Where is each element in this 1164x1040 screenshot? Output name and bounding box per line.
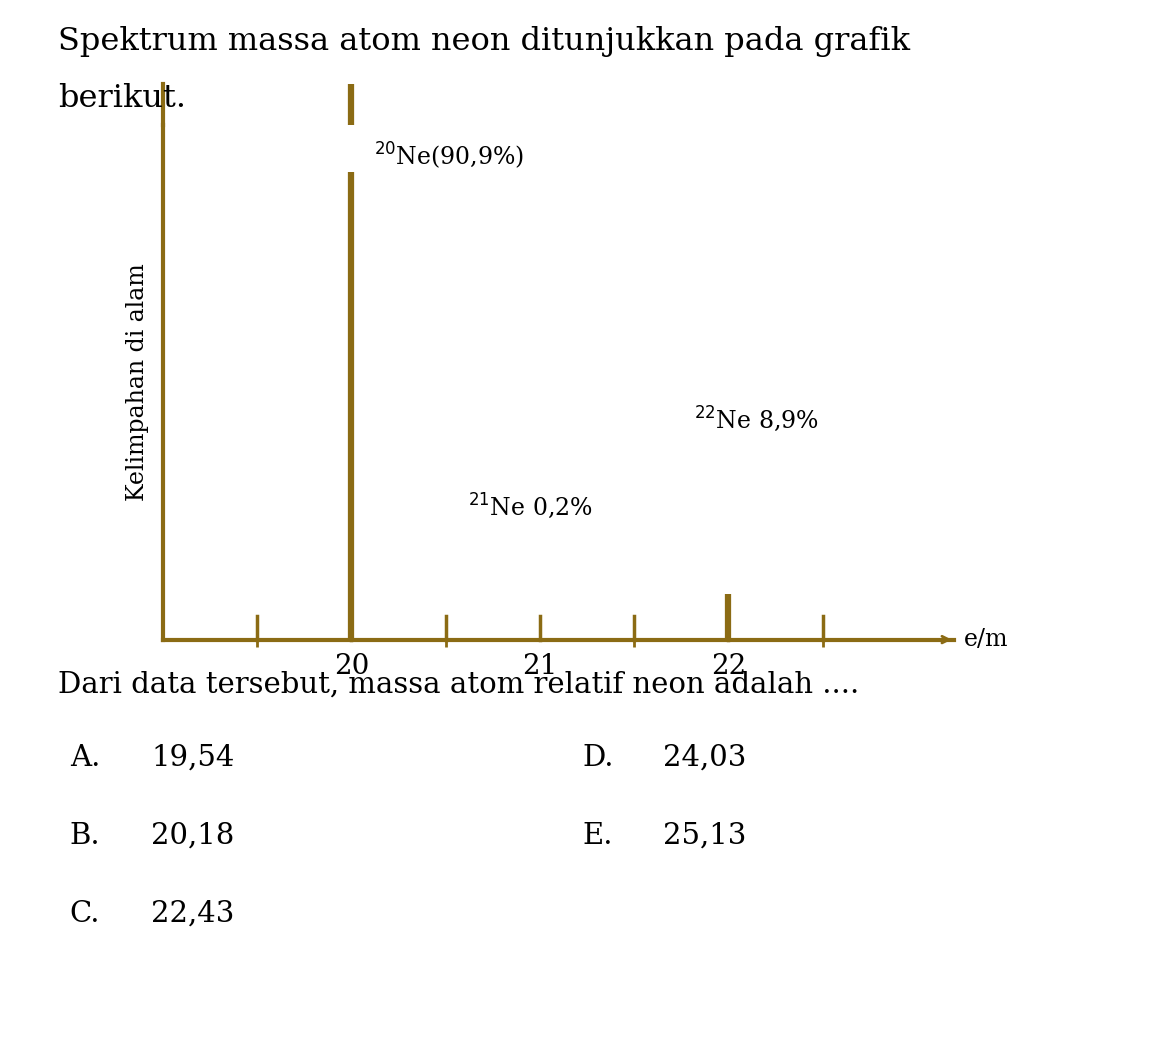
Text: 25,13: 25,13	[663, 822, 747, 850]
Text: Dari data tersebut, massa atom relatif neon adalah ....: Dari data tersebut, massa atom relatif n…	[58, 671, 859, 699]
Text: $^{20}$Ne(90,9%): $^{20}$Ne(90,9%)	[374, 140, 524, 172]
Text: e/m: e/m	[964, 628, 1008, 651]
Text: berikut.: berikut.	[58, 83, 186, 114]
Text: $^{21}$Ne 0,2%: $^{21}$Ne 0,2%	[468, 492, 594, 521]
Text: 19,54: 19,54	[151, 744, 235, 772]
Text: Spektrum massa atom neon ditunjukkan pada grafik: Spektrum massa atom neon ditunjukkan pad…	[58, 26, 910, 57]
Text: A.: A.	[70, 744, 100, 772]
Text: $^{22}$Ne 8,9%: $^{22}$Ne 8,9%	[695, 405, 819, 434]
Text: 24,03: 24,03	[663, 744, 747, 772]
Text: D.: D.	[582, 744, 613, 772]
Text: C.: C.	[70, 900, 100, 928]
Text: B.: B.	[70, 822, 100, 850]
Text: E.: E.	[582, 822, 612, 850]
Text: 20,18: 20,18	[151, 822, 235, 850]
Y-axis label: Kelimpahan di alam: Kelimpahan di alam	[126, 263, 149, 501]
Text: 22,43: 22,43	[151, 900, 235, 928]
